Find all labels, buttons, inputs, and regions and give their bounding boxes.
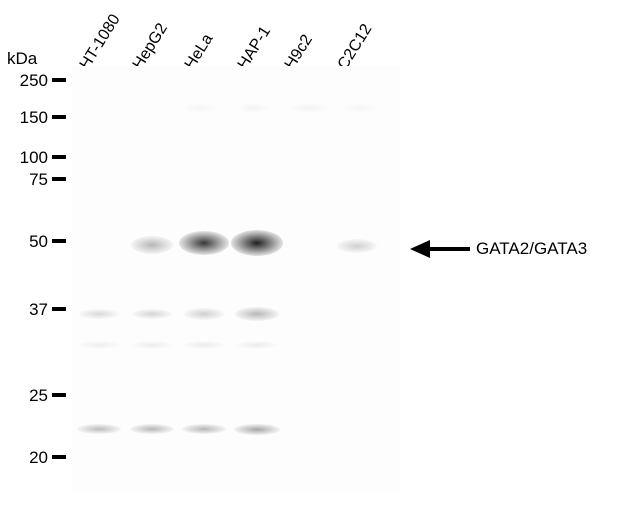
lane-label: HT-1080 (77, 11, 125, 73)
blot-band (132, 341, 172, 349)
mw-tick (52, 239, 66, 243)
blot-band (130, 424, 174, 434)
blot-band (179, 231, 229, 255)
mw-tick (52, 307, 66, 311)
mw-label: 250 (8, 71, 48, 91)
blot-band (77, 424, 121, 434)
blot-band (131, 236, 173, 254)
arrow-shaft (430, 247, 470, 251)
mw-tick (52, 455, 66, 459)
blot-band (231, 230, 283, 256)
blot-band (237, 341, 277, 349)
blot-band (184, 308, 224, 320)
mw-label: 50 (8, 232, 48, 252)
blot-noise (238, 103, 268, 113)
blot-band (79, 309, 119, 319)
blot-band (132, 309, 172, 319)
blot-band (337, 239, 377, 253)
mw-tick (52, 78, 66, 82)
mw-label: 20 (8, 448, 48, 468)
mw-tick (52, 155, 66, 159)
mw-tick (52, 177, 66, 181)
arrow-head-icon (410, 240, 430, 258)
blot-band (182, 424, 226, 434)
units-label: kDa (7, 49, 37, 69)
target-protein-label: GATA2/GATA3 (476, 239, 587, 259)
blot-band (79, 341, 119, 349)
blot-noise (290, 103, 330, 113)
mw-tick (52, 115, 66, 119)
mw-label: 25 (8, 386, 48, 406)
blot-noise (185, 103, 215, 113)
mw-tick (52, 393, 66, 397)
blot-noise (345, 103, 375, 113)
blot-band (184, 341, 224, 349)
mw-label: 37 (8, 300, 48, 320)
mw-label: 75 (8, 170, 48, 190)
mw-label: 100 (8, 148, 48, 168)
blot-band (234, 424, 280, 435)
mw-label: 150 (8, 108, 48, 128)
blot-band (235, 307, 279, 321)
